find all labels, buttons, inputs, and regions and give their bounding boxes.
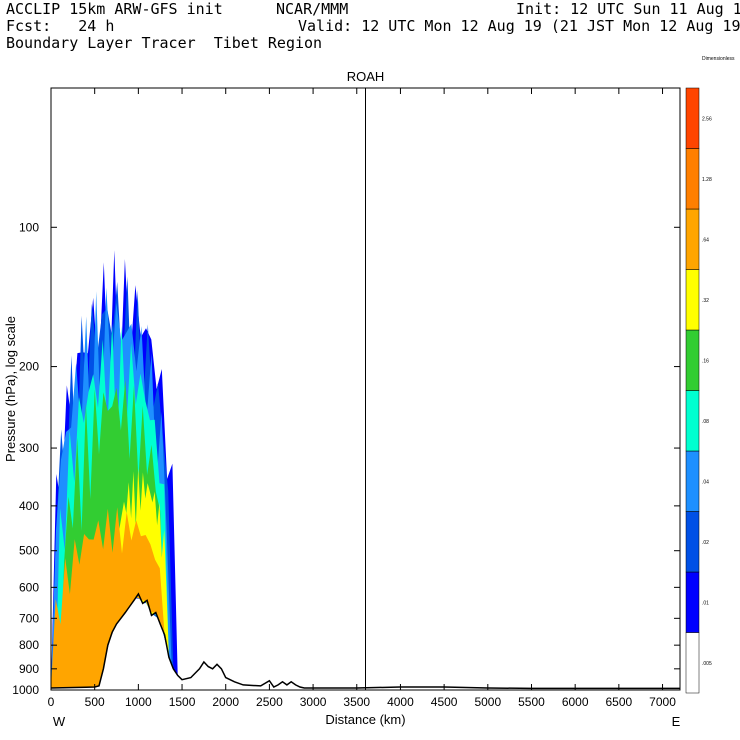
colorbar-segment [685, 208, 700, 270]
x-axis-title: Distance (km) [325, 712, 405, 727]
x-tick-label: 2500 [256, 695, 283, 709]
header-line3-left: Boundary Layer Tracer Tibet Region [6, 34, 323, 52]
colorbar-label: 2.56 [702, 116, 712, 122]
y-tick-label: 600 [19, 580, 39, 594]
x-tick-label: 5000 [474, 695, 501, 709]
header-line2-right: Valid: 12 UTC Mon 12 Aug 19 (21 JST Mon … [298, 17, 740, 35]
colorbar-label: .01 [702, 600, 709, 606]
x-tick-label: 4500 [431, 695, 458, 709]
axes: 0 500 1000 1500 2000 2500 3000 3500 4000 4500 5000… [12, 88, 680, 709]
colorbar: .005 .01 .02 .04 .08 .16 .32 .64 1.28 2.56 Dimensi… [685, 56, 735, 694]
y-tick-label: 700 [19, 611, 39, 625]
terrain-line [50, 592, 680, 690]
x-tick-label: 3000 [300, 695, 327, 709]
x-tick-label: 0 [48, 695, 55, 709]
x-tick-label: 6500 [605, 695, 632, 709]
y-tick-label: 500 [19, 544, 39, 558]
header-line1-mid: NCAR/MMM [276, 0, 349, 18]
chart-title: ROAH [347, 69, 385, 84]
colorbar-segment [685, 450, 700, 512]
colorbar-label: .08 [702, 419, 709, 425]
x-end-label-west: W [53, 714, 66, 729]
x-end-label-east: E [672, 714, 681, 729]
colorbar-label: .32 [702, 298, 709, 304]
x-tick-label: 5500 [518, 695, 545, 709]
colorbar-segment [685, 148, 700, 210]
colorbar-label: .04 [702, 479, 709, 485]
colorbar-segment [685, 329, 700, 391]
x-tick-label: 1500 [169, 695, 196, 709]
y-tick-label: 1000 [12, 683, 39, 697]
colorbar-segment [685, 632, 700, 694]
y-tick-label: 300 [19, 441, 39, 455]
header-line1-right: Init: 12 UTC Sun 11 Aug 19 [516, 0, 740, 18]
y-tick-label: 900 [19, 662, 39, 676]
x-tick-label: 1000 [125, 695, 152, 709]
colorbar-label: .64 [702, 237, 709, 243]
header-line2-left: Fcst: 24 h [6, 17, 115, 35]
y-tick-label: 200 [19, 360, 39, 374]
x-tick-label: 2000 [212, 695, 239, 709]
header-line1-left: ACCLIP 15km ARW-GFS init [6, 0, 223, 18]
tracer-plume-7 [51, 507, 165, 688]
x-tick-label: 6000 [562, 695, 589, 709]
colorbar-segment [685, 87, 700, 149]
colorbar-label: 1.28 [702, 177, 712, 183]
colorbar-segment [685, 571, 700, 633]
x-tick-label: 4000 [387, 695, 414, 709]
x-tick-label: 7000 [649, 695, 676, 709]
x-tick-label: 3500 [343, 695, 370, 709]
colorbar-label: .02 [702, 540, 709, 546]
y-tick-label: 400 [19, 499, 39, 513]
y-tick-label: 800 [19, 638, 39, 652]
colorbar-label: .005 [702, 661, 712, 667]
y-axis-title: Pressure (hPa), log scale [3, 316, 18, 462]
colorbar-label: .16 [702, 358, 709, 364]
colorbar-label: Dimensionless [702, 56, 735, 62]
x-tick-label: 500 [85, 695, 105, 709]
colorbar-segment [685, 269, 700, 331]
plot-frame [50, 87, 681, 691]
plot-area [50, 88, 680, 690]
y-tick-label: 100 [19, 220, 39, 234]
colorbar-segment [685, 511, 700, 573]
colorbar-segment [685, 390, 700, 452]
